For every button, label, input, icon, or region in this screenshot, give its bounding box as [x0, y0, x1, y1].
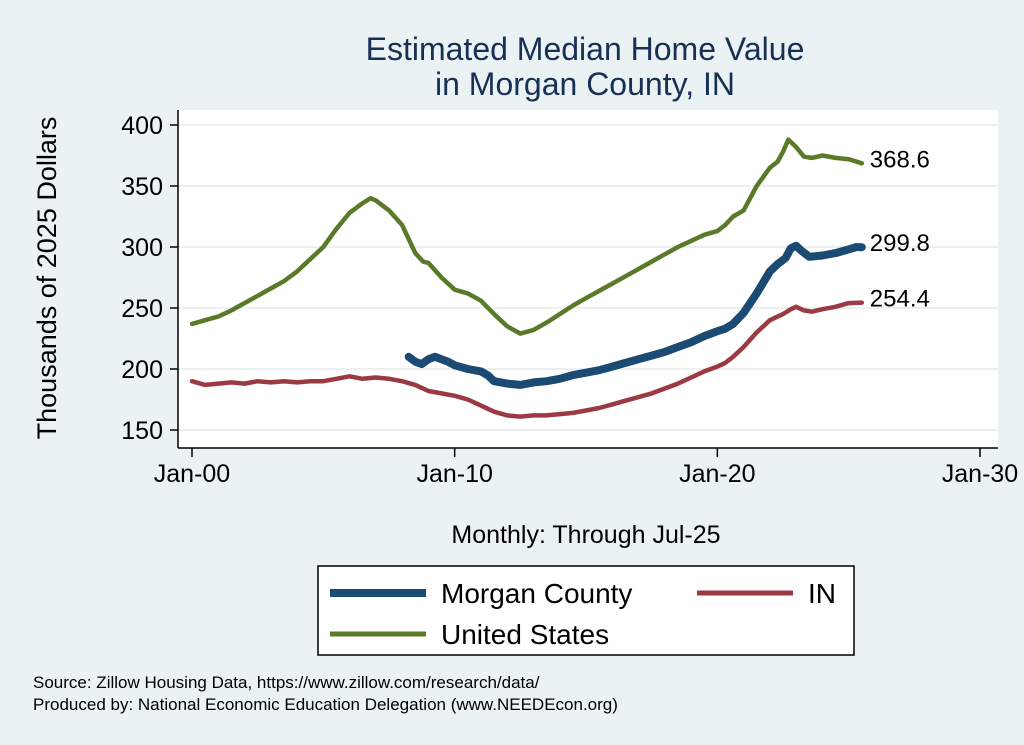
plot-area [178, 110, 998, 448]
series-line-morgan-county [404, 241, 866, 389]
y-tick-label-400: 400 [121, 112, 163, 140]
y-tick-label-150: 150 [121, 417, 163, 445]
producer-note: Produced by: National Economic Education… [33, 695, 618, 714]
x-tick-label-2: Jan-20 [679, 460, 755, 488]
y-tick-label-250: 250 [121, 295, 163, 323]
end-label-morgan-county: 299.8 [870, 230, 930, 257]
y-tick-label-300: 300 [121, 234, 163, 262]
legend-box [317, 565, 855, 656]
y-axis-title: Thousands of 2025 Dollars [32, 117, 62, 440]
legend-label-in: IN [808, 578, 836, 609]
end-label-in: 254.4 [870, 286, 930, 313]
legend-label-united-states: United States [441, 619, 609, 650]
end-labels: 368.6 254.4 299.8 [870, 146, 930, 312]
source-note: Source: Zillow Housing Data, https://www… [33, 673, 540, 692]
series-lines [189, 137, 866, 419]
x-axis-title: Monthly: Through Jul-25 [451, 521, 720, 549]
axes: 150 200 250 300 350 400 Jan-00 Jan-10 Jan-20 Jan-… [121, 110, 1018, 488]
chart-title-line-1: Estimated Median Home Value [366, 31, 805, 67]
end-label-united-states: 368.6 [870, 146, 930, 173]
series-line-united-states [189, 137, 865, 336]
series-line-in [189, 300, 865, 419]
chart-title-line-2: in Morgan County, IN [435, 66, 735, 102]
legend: Morgan County IN United States [317, 565, 855, 656]
legend-label-morgan-county: Morgan County [441, 578, 632, 609]
y-tick-label-350: 350 [121, 173, 163, 201]
y-tick-label-200: 200 [121, 356, 163, 384]
x-tick-label-3: Jan-30 [942, 460, 1018, 488]
x-tick-label-0: Jan-00 [154, 460, 230, 488]
x-tick-label-1: Jan-10 [416, 460, 492, 488]
